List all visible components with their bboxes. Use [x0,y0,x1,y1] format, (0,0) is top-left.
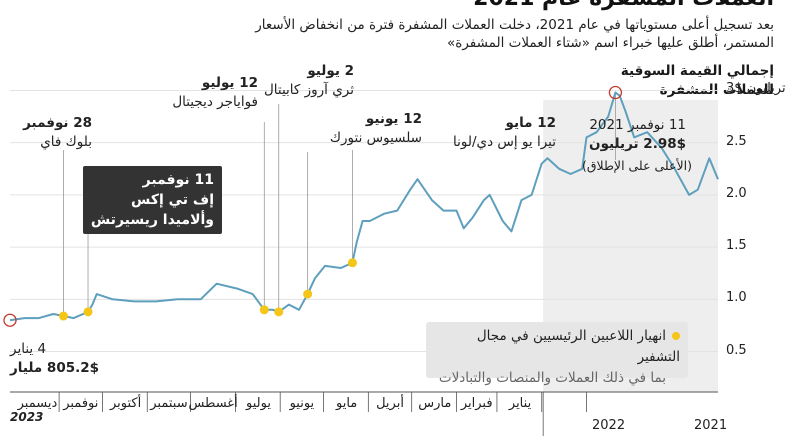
x-month-label: نوفمبر [63,396,99,411]
event-label-luna: 12 مايو تيرا يو إس دي/لونا [453,115,556,150]
event-dot [303,289,313,299]
event-label-3ac: 2 يوليو ثري آروز كابيتال [263,63,354,98]
x-month-label: يونيو [289,396,315,411]
event-dot [347,258,357,268]
x-month-label: سبتمبر [150,396,188,411]
y-tick-label: 2.5 [726,133,747,149]
y-tick-label: 2.0 [726,185,747,201]
x-month-label: يوليو [246,396,271,411]
market-cap-series-line [9,91,719,322]
event-label-start: 4 يناير 805.2$ مليار [10,341,100,376]
x-month-label: مايو [336,396,358,411]
peak-marker [608,85,623,100]
y-tick-label: 0.5 [726,342,747,358]
event-label-peak: 11 نوفمبر 2021 2.98$ تريليون [589,117,686,152]
x-month-label: أكتوبر [109,396,142,411]
x-month-label: أغسطس [188,396,238,411]
legend-dot [672,332,680,340]
x-month-label: ديسمبر [17,396,58,411]
event-dot [83,307,93,317]
event-label-peak-note: (الأعلى على الإطلاق) [581,158,692,173]
start-marker [3,313,17,327]
legend-line1: انهيار اللاعبين الرئيسيين في مجال التشفي… [476,328,680,365]
event-dot [259,305,269,315]
x-month-label: مارس [418,396,452,411]
event-label-celsius: 12 يونيو سلسيوس نتورك [329,111,422,146]
y-tick-label: 1.5 [726,238,747,254]
x-month-label: أبريل [376,396,404,411]
x-year-label: 2022 [592,418,626,433]
y-tick-label: 1.0 [726,290,747,306]
x-month-label: يناير [508,396,532,411]
chart-title-cut: العملات المشفرة عام 2021 [473,0,774,11]
event-dot [274,307,284,317]
legend: انهيار اللاعبين الرئيسيين في مجال التشفي… [426,322,688,386]
event-dot [58,311,68,321]
event-label-voyager: 12 يوليو فواياجر ديجيتال [172,75,258,110]
chart-subtitle: بعد تسجيل أعلى مستوياتها في عام 2021، دخ… [255,17,774,51]
legend-line2: بما في ذلك العملات والمنصات والتبادلات [438,370,666,386]
x-year-label: 2023 [10,410,44,424]
x-year-label: 2021 [694,418,728,433]
event-label-blockfi: 28 نوفمبر بلوك فاي [23,115,92,150]
x-month-label: فبراير [460,396,493,411]
y-tick-label: 3$ تريليون [726,81,786,97]
event-label-ftx: 11 نوفمبر إف تي إكس وألاميدا ريسيرتش [82,166,222,234]
